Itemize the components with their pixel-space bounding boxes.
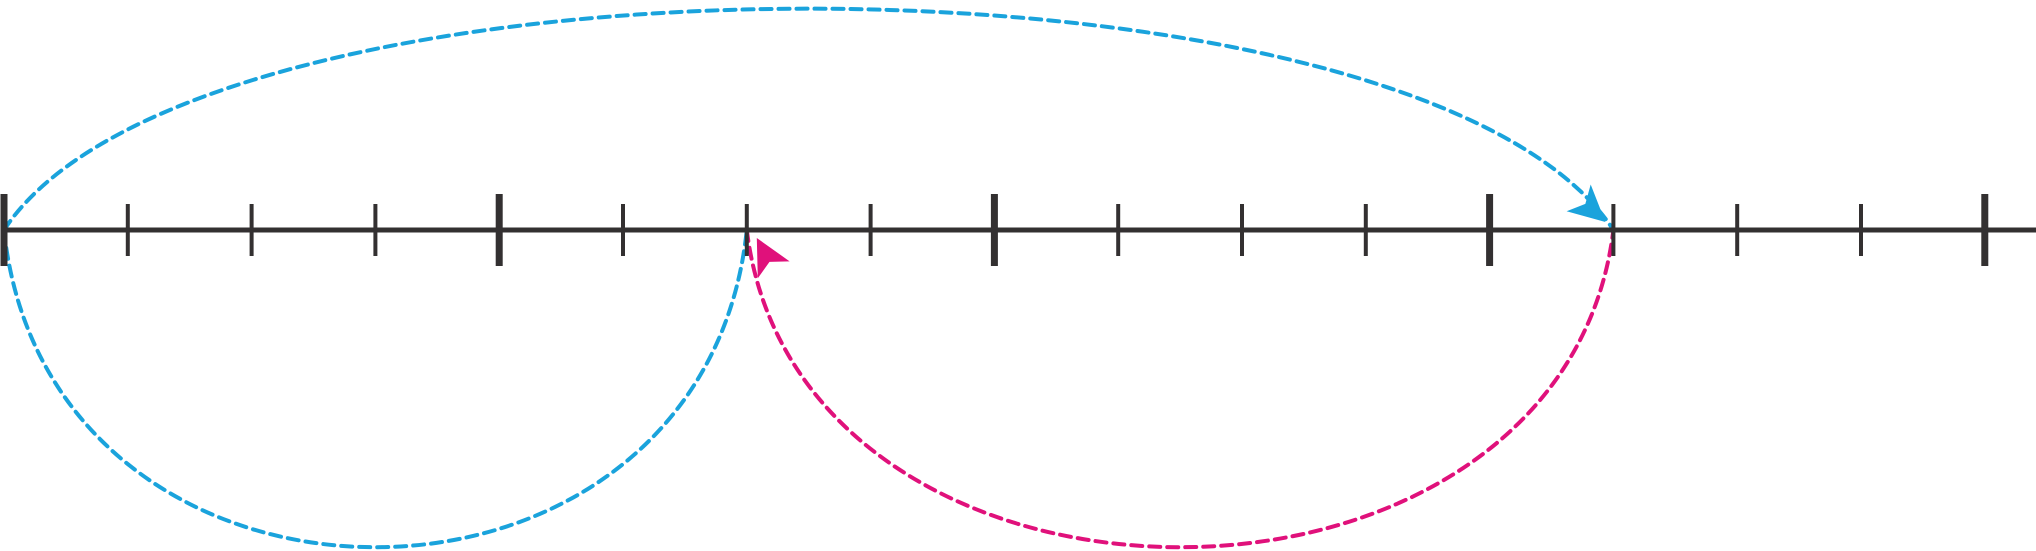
arrowhead-icon — [1566, 184, 1606, 222]
jump-arcs — [2, 6, 1616, 550]
jump-arc-below — [744, 228, 1616, 550]
number-line — [0, 194, 2036, 266]
arrowheads — [756, 184, 1606, 279]
arrowhead-shape — [756, 238, 790, 279]
arrowhead-shape — [1566, 184, 1606, 222]
arrowhead-icon — [756, 238, 790, 279]
jump-arc-above — [2, 6, 1616, 232]
jump-arc-below — [2, 228, 749, 549]
